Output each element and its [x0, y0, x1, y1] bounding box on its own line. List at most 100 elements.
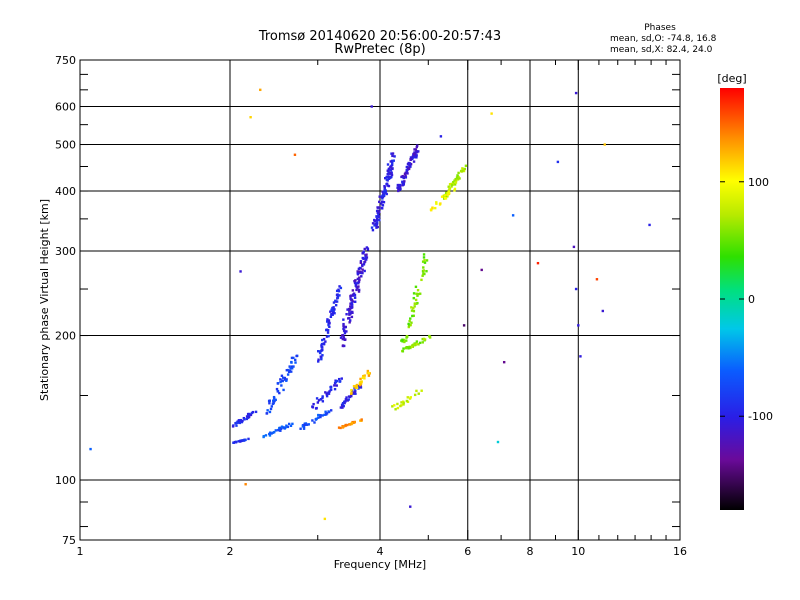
data-point — [429, 208, 433, 211]
data-point — [335, 293, 339, 297]
data-point — [399, 404, 402, 408]
data-point — [603, 143, 606, 146]
data-point — [317, 358, 320, 361]
data-point — [405, 336, 408, 339]
data-point — [448, 187, 452, 190]
data-point — [304, 422, 308, 425]
data-point — [391, 161, 394, 165]
data-point — [464, 164, 468, 167]
data-point — [458, 177, 461, 180]
chart-subtitle: RwPretec (8p) — [334, 42, 425, 57]
data-point — [352, 384, 356, 388]
data-point — [375, 222, 379, 226]
data-point — [413, 305, 416, 308]
data-point — [319, 355, 322, 358]
data-point — [270, 405, 274, 408]
data-point — [397, 189, 400, 193]
data-point — [327, 334, 330, 338]
data-point — [312, 402, 315, 406]
data-point — [577, 324, 580, 327]
data-point — [453, 183, 457, 186]
data-point — [315, 397, 319, 400]
data-point — [333, 387, 337, 391]
data-point — [411, 314, 414, 318]
data-point — [412, 307, 415, 310]
data-point — [444, 197, 448, 200]
data-point — [386, 172, 389, 176]
data-point — [359, 419, 362, 422]
data-point — [417, 150, 420, 153]
data-point — [454, 179, 458, 182]
data-point — [413, 148, 416, 151]
data-point — [341, 401, 345, 405]
data-point — [274, 398, 277, 402]
data-point — [279, 378, 282, 381]
data-point — [423, 259, 426, 262]
data-point — [411, 156, 414, 160]
data-point — [378, 210, 381, 214]
data-point — [325, 320, 329, 323]
data-point — [354, 392, 357, 395]
data-point — [415, 292, 418, 295]
data-point — [344, 398, 348, 401]
data-point — [353, 391, 357, 394]
data-point — [350, 388, 353, 392]
data-point — [344, 325, 348, 329]
data-point — [373, 224, 376, 227]
data-point — [402, 403, 405, 406]
data-point — [344, 423, 347, 427]
data-point — [421, 337, 424, 341]
data-point — [365, 258, 368, 261]
data-point — [290, 356, 294, 360]
data-point — [244, 483, 247, 486]
data-point — [321, 400, 325, 403]
data-point — [323, 517, 327, 521]
data-point — [454, 181, 458, 184]
data-point — [382, 193, 386, 197]
data-point — [414, 285, 418, 289]
data-point — [455, 176, 459, 179]
data-point — [268, 402, 271, 405]
x-tick-label: 6 — [464, 545, 471, 558]
x-tick-label: 16 — [673, 545, 687, 558]
data-point — [428, 336, 432, 339]
data-point — [288, 365, 291, 368]
data-point — [339, 336, 343, 339]
colorbar-tick-label: -100 — [748, 410, 773, 423]
data-point — [448, 183, 452, 186]
data-point — [383, 186, 386, 189]
data-point — [370, 105, 373, 108]
data-point — [365, 246, 369, 249]
data-point — [239, 440, 242, 443]
data-point — [405, 399, 409, 403]
data-point — [351, 303, 354, 306]
data-point — [361, 264, 364, 268]
data-point — [409, 158, 412, 161]
data-point — [380, 202, 383, 205]
data-point — [391, 405, 394, 408]
data-point — [345, 396, 348, 399]
data-point — [288, 369, 292, 373]
data-point — [399, 187, 402, 191]
colorbar-tick-label: 0 — [748, 293, 755, 306]
data-point — [245, 415, 249, 418]
data-point — [422, 337, 426, 341]
data-point — [266, 409, 269, 412]
data-point — [354, 386, 357, 389]
data-point — [339, 426, 342, 430]
data-point — [320, 342, 324, 346]
data-point — [462, 324, 466, 327]
data-point — [387, 177, 391, 180]
data-point — [324, 410, 327, 413]
data-point — [366, 248, 370, 251]
data-point — [370, 226, 374, 229]
data-point — [502, 360, 506, 364]
data-point — [280, 374, 284, 377]
data-point — [378, 195, 381, 198]
data-point — [402, 181, 406, 185]
data-point — [315, 406, 318, 410]
y-tick-label: 400 — [55, 185, 76, 198]
data-point — [340, 377, 343, 380]
data-point — [415, 154, 418, 157]
data-point — [601, 309, 605, 313]
